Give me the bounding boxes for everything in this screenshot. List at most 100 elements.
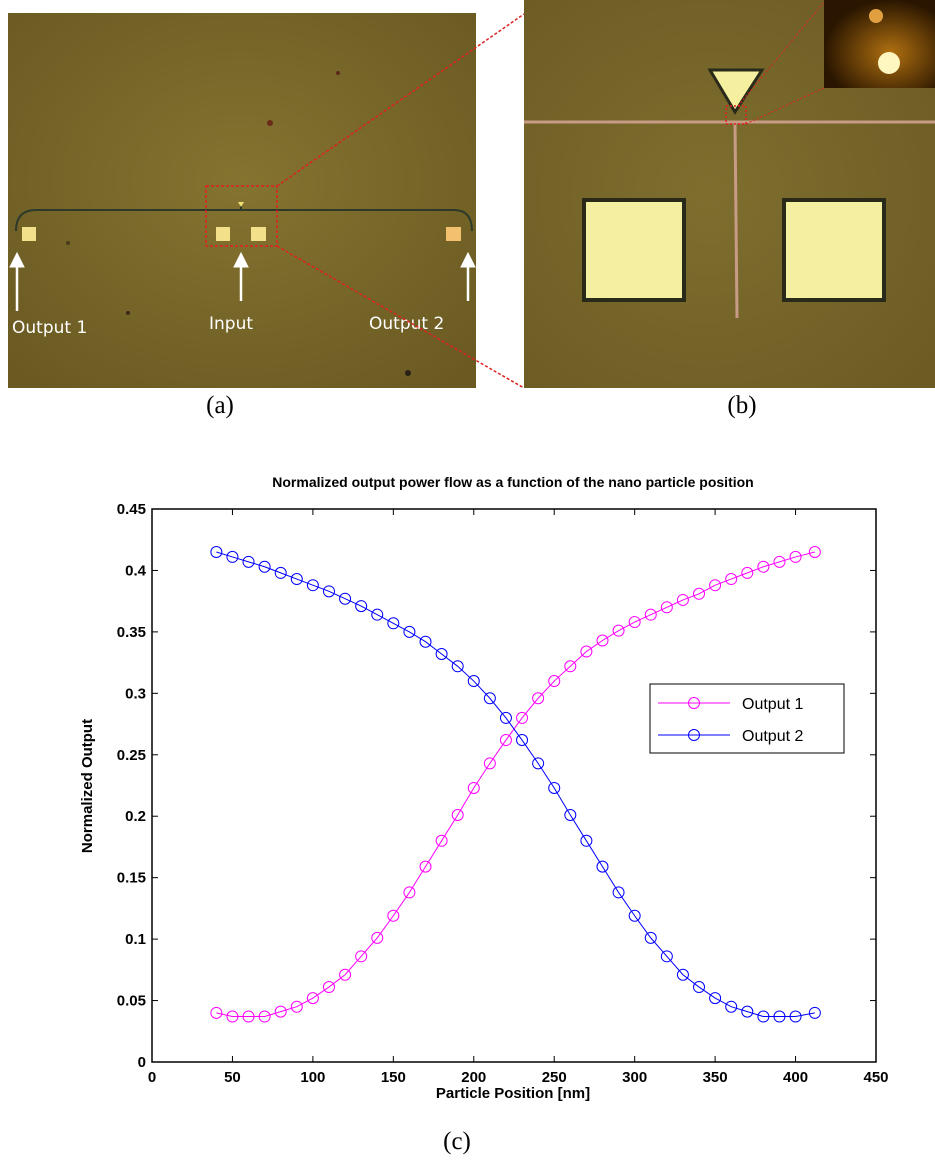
zoom-box [205,185,278,247]
data-point [403,625,416,638]
data-point [210,1006,223,1019]
data-point [435,648,448,661]
y-tick-label: 0.4 [125,562,147,579]
data-point [596,634,609,647]
data-point [725,573,738,586]
data-point [789,550,802,563]
y-tick-label: 0.45 [117,501,146,518]
y-axis: 0 0.05 0.1 0.15 0.2 0.25 0.3 0.35 0.4 0.45 [117,501,876,1071]
series-2 [210,546,821,1023]
data-point [339,968,352,981]
data-point [290,573,303,586]
data-point [516,711,529,724]
x-tick-label: 50 [224,1069,241,1086]
data-point [757,560,770,573]
data-point [808,546,821,559]
data-point [242,1010,255,1023]
label-output2: Output 2 [369,314,445,334]
legend-label: Output 1 [742,696,803,713]
data-point [516,734,529,747]
data-point [628,616,641,629]
data-point [808,1006,821,1019]
x-tick-label: 350 [703,1069,728,1086]
data-point [258,560,271,573]
data-point [322,585,335,598]
data-point [451,660,464,673]
y-tick-label: 0.35 [117,624,146,641]
data-point [499,734,512,747]
data-point [387,617,400,630]
series-layer [210,546,821,1023]
arrow-input [233,251,249,301]
y-tick-label: 0.1 [125,931,146,948]
y-tick-label: 0 [138,1054,146,1071]
x-tick-label: 100 [300,1069,325,1086]
legend-marker [688,697,700,709]
triangle-nanoantenna [707,68,765,115]
data-point [644,608,657,621]
data-point [499,711,512,724]
data-point [403,886,416,899]
data-point [564,660,577,673]
pad-input-left [216,227,230,241]
data-point [548,781,561,794]
caption-c: (c) [443,1128,471,1155]
waveguide-path [15,209,473,232]
data-point [226,1010,239,1023]
x-axis: 0 50 100 150 200 250 300 350 400 450 [148,509,889,1086]
data-point [532,757,545,770]
data-point [322,981,335,994]
data-point [789,1010,802,1023]
chart: Normalized output power flow as a functi… [79,474,889,1102]
data-point [741,566,754,579]
data-point [290,1000,303,1013]
data-point [709,992,722,1005]
data-point [693,587,706,600]
data-point [274,1005,287,1018]
arrow-output2 [460,251,476,301]
data-point [532,692,545,705]
pad-input-right [251,227,266,241]
data-point [483,692,496,705]
zoom-box-small [725,105,747,125]
data-point [564,808,577,821]
x-tick-label: 200 [461,1069,486,1086]
data-point [660,601,673,614]
caption-b: (b) [727,392,757,419]
data-point [644,931,657,944]
data-point [676,593,689,606]
x-axis-label: Particle Position [nm] [436,1085,590,1102]
pad-left [582,198,686,302]
data-point [419,860,432,873]
data-point [274,566,287,579]
x-tick-label: 150 [381,1069,406,1086]
data-point [757,1010,770,1023]
data-point [483,757,496,770]
pad-output1 [22,227,36,241]
x-tick-label: 450 [863,1069,888,1086]
data-point [612,624,625,637]
data-point [580,834,593,847]
caption-a: (a) [206,392,234,419]
micrograph-a [8,13,476,388]
data-point [676,968,689,981]
y-tick-label: 0.2 [125,808,146,825]
chart-title: Normalized output power flow as a functi… [272,474,753,490]
data-point [612,886,625,899]
data-point [467,781,480,794]
data-point [467,675,480,688]
data-point [773,555,786,568]
y-tick-label: 0.15 [117,870,146,887]
y-axis-label: Normalized Output [79,719,96,853]
data-point [210,546,223,559]
x-tick-label: 250 [542,1069,567,1086]
data-point [435,834,448,847]
data-point [258,1010,271,1023]
plot-area [151,508,877,1063]
data-point [628,909,641,922]
x-tick-label: 300 [622,1069,647,1086]
data-point [419,635,432,648]
micrograph-b [524,0,935,388]
label-input: Input [209,314,254,334]
data-point [773,1010,786,1023]
